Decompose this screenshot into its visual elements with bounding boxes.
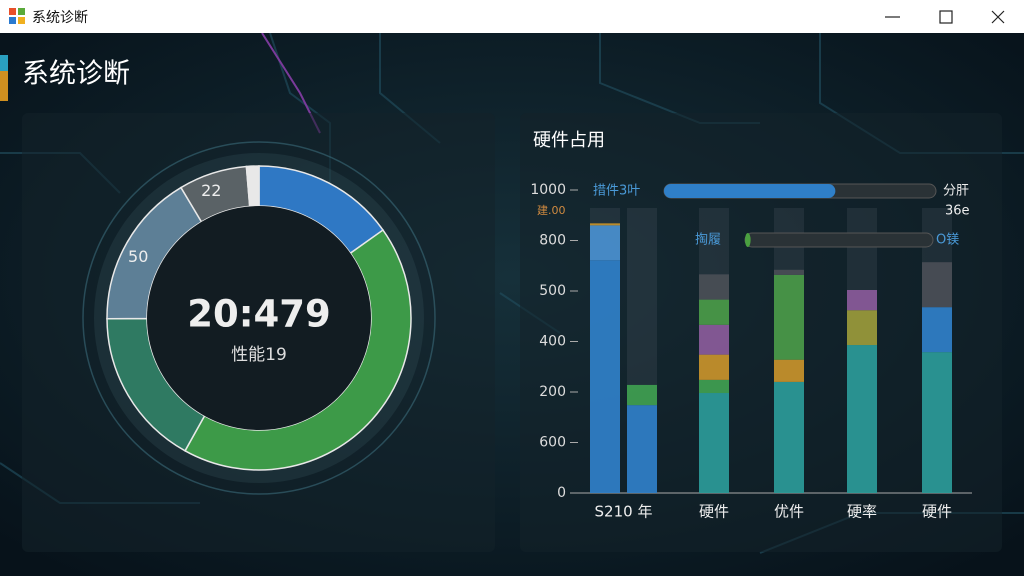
y-tick-label: 600 [539, 435, 566, 451]
bar-segment [627, 384, 657, 406]
progress-fill [664, 184, 836, 198]
bar-segment [699, 354, 729, 380]
bar-segment [590, 260, 620, 493]
window-controls [885, 10, 1005, 24]
bar-segment [699, 274, 729, 300]
bar-segment [774, 381, 804, 493]
accent [0, 71, 8, 101]
bar-segment [590, 225, 620, 261]
y-tick-label: 400 [539, 334, 566, 350]
bar-segment [699, 393, 729, 493]
bar-segment [590, 223, 620, 226]
bar-segment [774, 359, 804, 382]
x-tick-label: 优件 [774, 503, 804, 521]
bar-segment [774, 269, 804, 275]
bar-segment [699, 379, 729, 394]
progress-track [744, 232, 934, 248]
annotation: 建.00 [537, 203, 566, 217]
window-title: 系统诊断 [32, 10, 88, 26]
slice-label: 22 [201, 181, 221, 200]
donut-hole [147, 206, 371, 430]
bar-segment [699, 324, 729, 355]
title-bar: 系统诊断 [0, 0, 1024, 34]
app-icon [9, 8, 25, 24]
progress-end-label: O镁 [936, 233, 959, 248]
center-label: 性能19 [231, 345, 287, 365]
bar-segment [922, 352, 952, 493]
bar-segment [847, 345, 877, 493]
y-tick-label: 0 [557, 485, 566, 501]
x-tick-label: 硬件 [922, 503, 952, 521]
bar-chart: 0 600 200 400 500 800 1000 S210 年 硬件 优件 硬率 硬件 建.00 分肝… [530, 182, 972, 521]
chart-title: 硬件占用 [533, 130, 605, 151]
annotation: 分肝 [943, 184, 969, 199]
slice-label: 50 [128, 247, 148, 266]
progress-fill [745, 233, 751, 247]
bar-segment [847, 289, 877, 311]
x-tick-label: 硬件 [699, 503, 729, 521]
annotation: 36e [945, 204, 970, 219]
bar-segment [922, 307, 952, 353]
bar-segment [774, 274, 804, 360]
bar-segment [847, 310, 877, 346]
bar-segment [922, 262, 952, 308]
donut-halo [82, 141, 436, 495]
close[interactable] [991, 10, 1005, 24]
page-title: 系统诊断 [22, 59, 130, 90]
y-tick-label: 800 [539, 233, 566, 249]
maximize[interactable] [939, 10, 953, 24]
y-tick-label: 500 [539, 283, 566, 299]
progress-label: 掏履 [695, 232, 721, 248]
progress-label: 措件3叶 [593, 184, 640, 199]
accent [0, 55, 8, 71]
y-tick-label: 200 [539, 384, 566, 400]
center-value: 20:479 [187, 293, 331, 336]
dashboard: 系统诊断 50 22 20:479 性能19 硬件占用 0 600 200 400 500… [0, 33, 1024, 576]
x-tick-label: S210 年 [595, 503, 653, 521]
x-tick-label: 硬率 [847, 503, 877, 521]
bar-segment [699, 299, 729, 325]
bar-segment [627, 405, 657, 493]
y-tick-label: 1000 [530, 182, 566, 198]
